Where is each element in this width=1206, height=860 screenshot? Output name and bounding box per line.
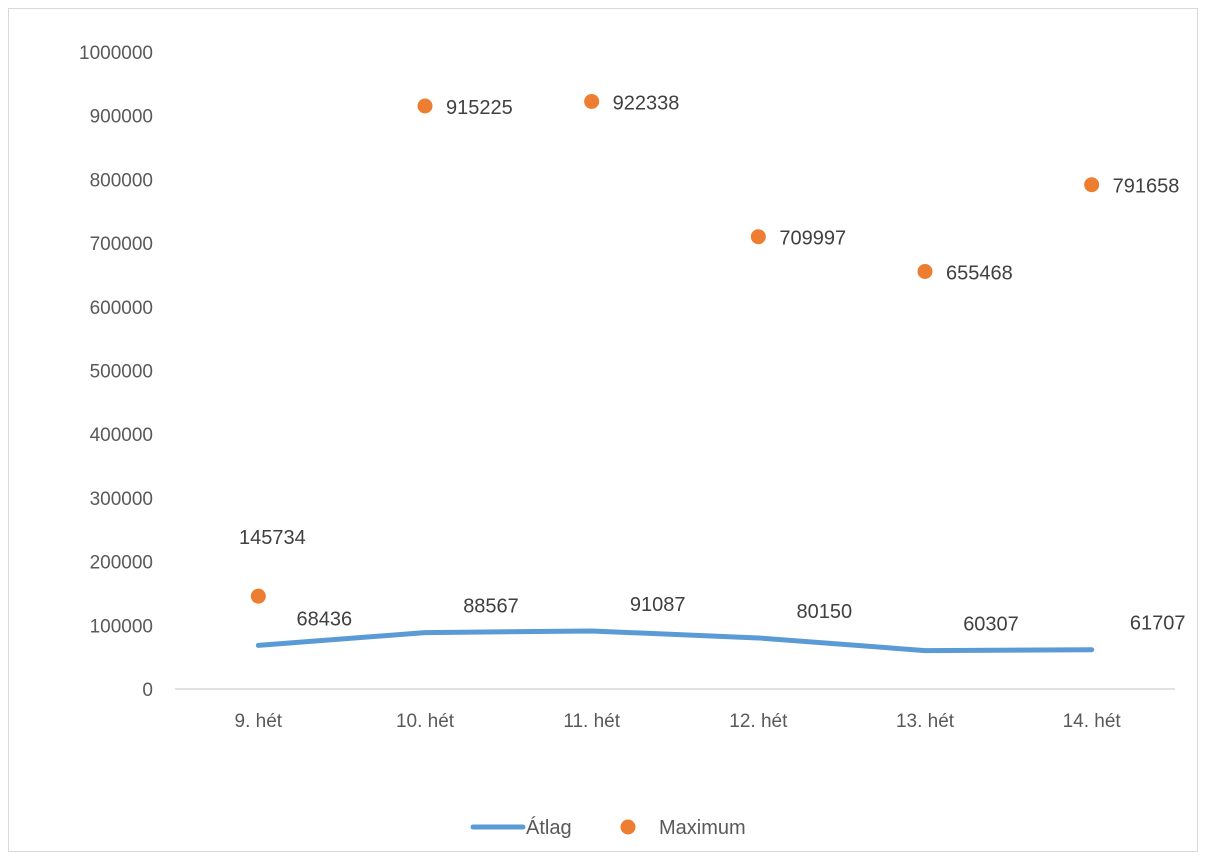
scatter-point: [917, 263, 933, 279]
x-axis: 9. hét 10. hét 11. hét 12. hét 13. hét 14. hé…: [235, 711, 1122, 732]
data-label-atlag: 60307: [963, 614, 1019, 636]
y-tick-label: 800000: [90, 170, 153, 191]
scatter-point: [750, 229, 766, 245]
x-tick-label: 9. hét: [235, 711, 283, 732]
y-tick-label: 500000: [90, 362, 153, 383]
data-label-maximum: 709997: [779, 228, 846, 250]
series-line-path: [255, 628, 1095, 654]
data-label-maximum: 655468: [946, 262, 1013, 284]
data-label-atlag: 88567: [463, 596, 519, 618]
data-label-maximum: 922338: [613, 92, 680, 114]
data-label-atlag: 80150: [797, 601, 853, 623]
scatter-point: [584, 93, 600, 109]
series-maximum: 145734 915225 922338 709997 655468 791658: [239, 92, 1180, 604]
y-tick-label: 300000: [90, 489, 153, 510]
x-tick-label: 12. hét: [729, 711, 788, 732]
series-atlag: 68436 88567 91087 80150 60307 61707: [255, 594, 1186, 654]
y-tick-label: 900000: [90, 107, 153, 128]
y-tick-label: 100000: [90, 616, 153, 637]
scatter-point: [250, 588, 266, 604]
x-tick-label: 13. hét: [896, 711, 955, 732]
legend: Átlag Maximum: [470, 816, 746, 839]
data-label-atlag: 91087: [630, 594, 686, 616]
x-tick-label: 11. hét: [563, 711, 620, 732]
data-label-maximum: 915225: [446, 97, 513, 119]
data-label-maximum: 145734: [239, 527, 306, 549]
chart-area: [8, 8, 1198, 852]
y-axis: 0 100000 200000 300000 400000 500000 600000 700…: [79, 43, 153, 701]
legend-label-atlag: Átlag: [526, 816, 572, 839]
y-tick-label: 1000000: [79, 43, 153, 64]
legend-label-maximum: Maximum: [659, 817, 746, 839]
legend-dot-swatch: [620, 819, 636, 835]
data-label-atlag: 61707: [1130, 613, 1186, 635]
x-tick-label: 14. hét: [1063, 711, 1122, 732]
scatter-point: [1084, 177, 1100, 193]
x-tick-label: 10. hét: [396, 711, 455, 732]
scatter-point: [417, 98, 433, 114]
y-tick-label: 400000: [90, 425, 153, 446]
y-tick-label: 0: [142, 680, 153, 701]
data-label-atlag: 68436: [297, 608, 353, 630]
data-label-maximum: 791658: [1113, 176, 1180, 198]
y-tick-label: 600000: [90, 298, 153, 319]
y-tick-label: 700000: [90, 234, 153, 255]
y-tick-label: 200000: [90, 553, 153, 574]
